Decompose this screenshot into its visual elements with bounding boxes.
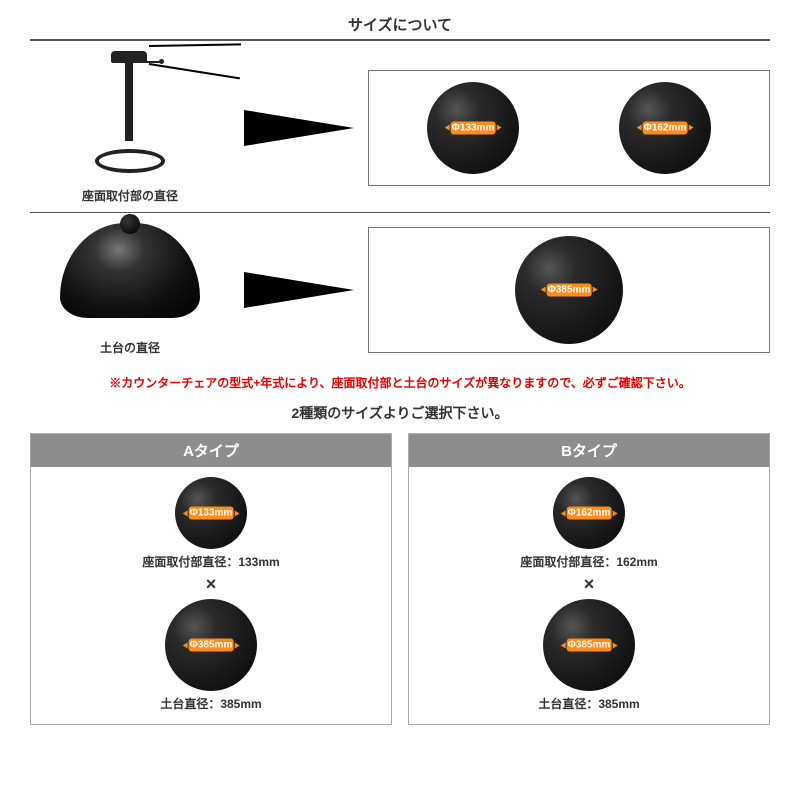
type-b-base-label: 土台直径：385mm: [538, 695, 639, 712]
dimension-badge: Φ133mm: [189, 507, 234, 520]
seat-mount-panel: Φ133mm Φ162mm: [368, 70, 770, 186]
page-title: サイズについて: [30, 8, 770, 41]
base-label: 土台の直径: [100, 339, 160, 356]
type-b-body: Φ162mm 座面取付部直径：162mm × Φ385mm 土台直径：385mm: [409, 467, 769, 724]
base-panel: Φ385mm: [368, 227, 770, 353]
multiply-glyph: ×: [584, 574, 595, 595]
callout-wedge-icon: [244, 110, 354, 146]
base-dome-icon: [60, 223, 200, 333]
type-card-b: Bタイプ Φ162mm 座面取付部直径：162mm × Φ385mm 土台直径：…: [408, 433, 770, 725]
section-base: 土台の直径 Φ385mm: [30, 223, 770, 364]
seat-mount-label: 座面取付部の直径: [82, 187, 178, 204]
mount-plate-133-icon: Φ133mm: [427, 82, 519, 174]
dimension-badge: Φ385mm: [567, 639, 612, 652]
type-a-top-label: 座面取付部直径：133mm: [142, 553, 279, 570]
dimension-badge: Φ385mm: [547, 283, 592, 296]
base-illustration: 土台の直径: [30, 223, 230, 356]
dimension-badge: Φ162mm: [643, 121, 688, 134]
dimension-badge: Φ385mm: [189, 639, 234, 652]
type-a-body: Φ133mm 座面取付部直径：133mm × Φ385mm 土台直径：385mm: [31, 467, 391, 724]
stool-icon: [85, 51, 175, 181]
mount-plate-162-icon: Φ162mm: [619, 82, 711, 174]
warning-text: ※カウンターチェアの型式+年式により、座面取付部と土台のサイズが異なりますので、…: [30, 374, 770, 391]
type-a-base-label: 土台直径：385mm: [160, 695, 261, 712]
type-b-base-plate-icon: Φ385mm: [543, 599, 635, 691]
multiply-glyph: ×: [206, 574, 217, 595]
type-card-a: Aタイプ Φ133mm 座面取付部直径：133mm × Φ385mm 土台直径：…: [30, 433, 392, 725]
callout-wedge-icon: [244, 272, 354, 308]
dimension-badge: Φ133mm: [451, 121, 496, 134]
type-a-top-plate-icon: Φ133mm: [175, 477, 247, 549]
type-a-header: Aタイプ: [31, 434, 391, 467]
type-b-top-plate-icon: Φ162mm: [553, 477, 625, 549]
dimension-badge: Φ162mm: [567, 507, 612, 520]
type-b-header: Bタイプ: [409, 434, 769, 467]
section-seat-mount: 座面取付部の直径 Φ133mm Φ162mm: [30, 51, 770, 213]
base-plate-385-icon: Φ385mm: [515, 236, 623, 344]
type-a-base-plate-icon: Φ385mm: [165, 599, 257, 691]
type-cards: Aタイプ Φ133mm 座面取付部直径：133mm × Φ385mm 土台直径：…: [30, 433, 770, 725]
seat-mount-illustration: 座面取付部の直径: [30, 51, 230, 204]
page: サイズについて 座面取付部の直径 Φ133mm Φ162mm: [0, 0, 800, 733]
type-b-top-label: 座面取付部直径：162mm: [520, 553, 657, 570]
choose-heading: 2種類のサイズよりご選択下さい。: [30, 403, 770, 423]
